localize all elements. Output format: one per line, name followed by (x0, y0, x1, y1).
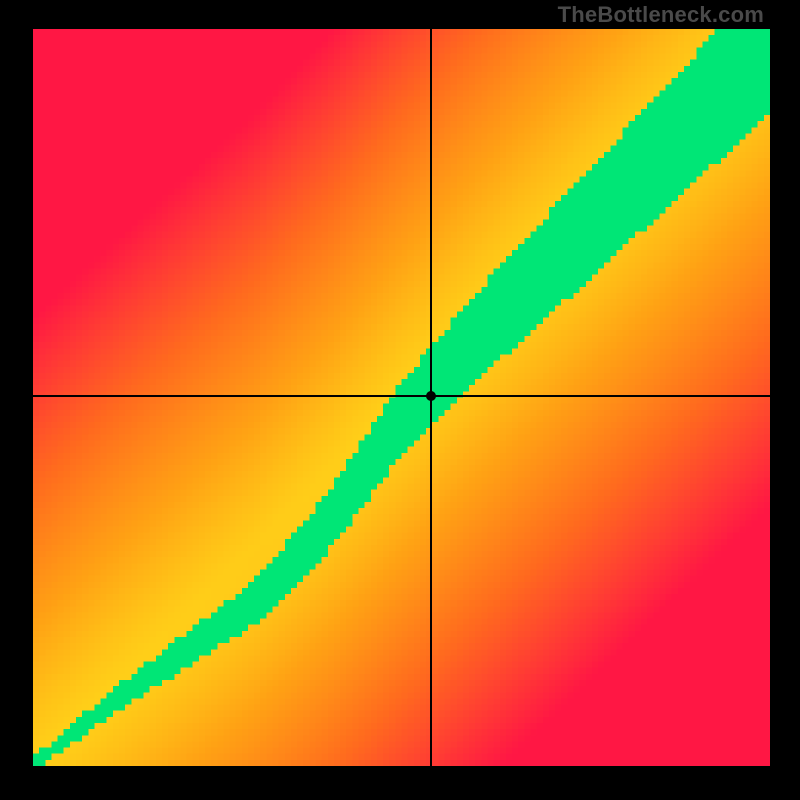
crosshair-horizontal (33, 395, 770, 397)
watermark-text: TheBottleneck.com (558, 2, 764, 28)
chart-frame: TheBottleneck.com (0, 0, 800, 800)
bottleneck-heatmap (33, 29, 770, 766)
crosshair-dot (426, 391, 436, 401)
